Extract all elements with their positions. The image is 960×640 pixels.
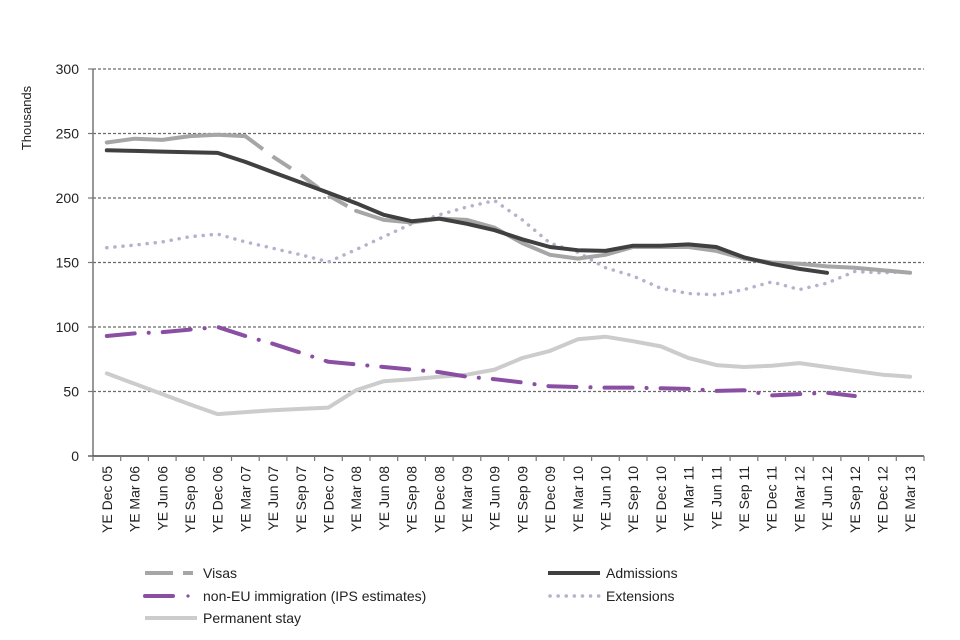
legend-item: Visas (145, 565, 237, 581)
x-tick-label: YE Jun 07 (265, 466, 281, 531)
y-tick-label: 50 (63, 384, 79, 400)
series-line-segment (244, 134, 358, 213)
legend-swatch (186, 594, 190, 598)
legend-item: Admissions (548, 565, 678, 581)
legend-label: non-EU immigration (IPS estimates) (203, 588, 426, 604)
x-tick-label: YE Jun 12 (819, 466, 835, 531)
x-tick-label: YE Mar 09 (459, 466, 475, 532)
x-tick-label: YE Sep 10 (625, 466, 641, 533)
y-tick-label: 0 (71, 448, 79, 464)
x-tick-label: YE Sep 06 (182, 466, 198, 533)
series-line (104, 325, 857, 398)
x-tick-label: YE Mar 08 (348, 466, 364, 532)
series-permanent-stay (104, 334, 913, 417)
legend-label: Extensions (606, 588, 674, 604)
x-tick-label: YE Sep 07 (293, 466, 309, 533)
legend-item: non-EU immigration (IPS estimates) (143, 588, 426, 604)
x-axis-ticks: YE Dec 05 YE Mar 06 YE Jun 06 YE Sep 06 YE D… (92, 456, 925, 533)
x-tick-label: YE Jun 09 (487, 466, 503, 531)
series-line (104, 334, 913, 417)
series-non-eu-immigration-ips-estimates (104, 325, 857, 398)
x-tick-label: YE Sep 11 (736, 466, 752, 532)
legend-label: Admissions (606, 565, 678, 581)
y-tick-label: 300 (56, 61, 80, 77)
x-tick-label: YE Jun 08 (376, 466, 392, 531)
y-tick-label: 250 (56, 126, 80, 142)
gridlines (93, 68, 924, 393)
x-tick-label: YE Mar 06 (127, 466, 143, 532)
x-tick-label: YE Mar 10 (570, 466, 586, 532)
series-line (104, 148, 829, 275)
series-extensions (105, 198, 912, 297)
x-tick-label: YE Mar 12 (791, 466, 807, 532)
y-axis-ticks: 0 50 100 150 200 250 300 (56, 61, 93, 464)
x-tick-label: YE Dec 10 (653, 466, 669, 533)
y-tick-label: 200 (56, 190, 80, 206)
series-line-segment (104, 132, 248, 145)
x-tick-label: YE Mar 07 (237, 466, 253, 532)
y-tick-label: 150 (56, 255, 80, 271)
x-tick-label: YE Sep 08 (404, 466, 420, 533)
x-tick-label: YE Dec 07 (320, 466, 336, 533)
y-tick-label: 100 (56, 319, 80, 335)
series-lines (104, 132, 913, 417)
y-axis-title: Thousands (19, 85, 34, 150)
x-tick-label: YE Mar 11 (681, 466, 697, 531)
x-tick-label: YE Dec 08 (431, 466, 447, 533)
x-tick-label: YE Jun 11 (708, 466, 724, 530)
legend: Visas Admissions non-EU immigration (IPS e… (143, 565, 678, 626)
x-tick-label: YE Jun 10 (597, 466, 613, 531)
series-line (105, 198, 912, 297)
legend-item: Extensions (548, 588, 674, 604)
legend-item: Permanent stay (145, 610, 301, 626)
x-tick-label: YE Jun 06 (154, 466, 170, 531)
x-tick-label: YE Dec 12 (874, 466, 890, 533)
x-tick-label: YE Mar 13 (902, 466, 918, 532)
x-tick-label: YE Sep 12 (847, 466, 863, 533)
x-tick-label: YE Dec 05 (99, 466, 115, 533)
legend-label: Permanent stay (203, 610, 301, 626)
x-tick-label: YE Dec 11 (764, 466, 780, 532)
legend-label: Visas (203, 565, 237, 581)
x-tick-label: YE Dec 06 (210, 466, 226, 533)
series-admissions (104, 148, 829, 275)
x-tick-label: YE Dec 09 (542, 466, 558, 533)
x-tick-label: YE Sep 09 (514, 466, 530, 533)
